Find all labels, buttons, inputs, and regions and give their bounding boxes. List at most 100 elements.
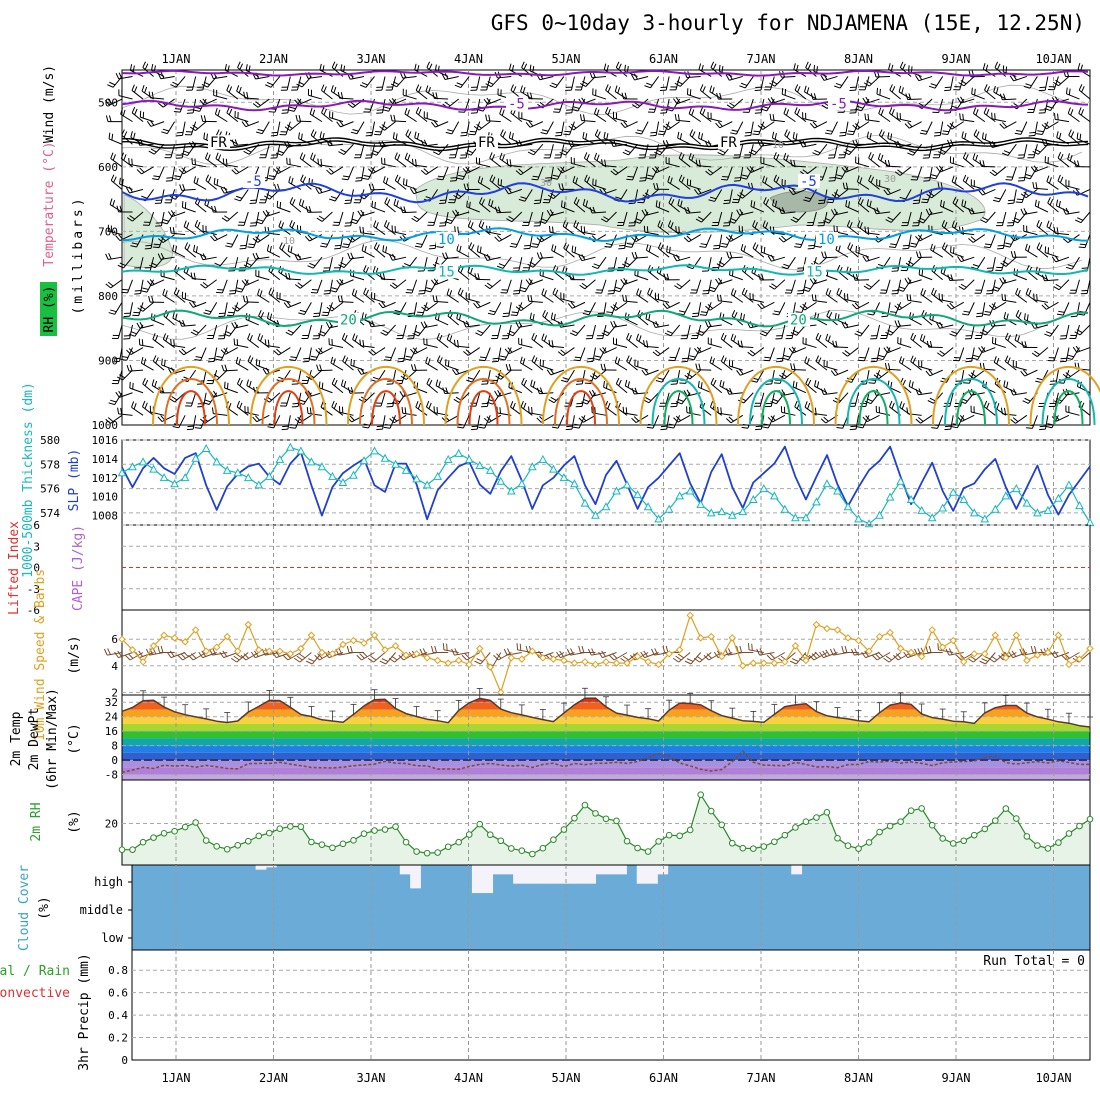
wind-barb-staff [993,361,1007,371]
wind-barb-flag [812,121,818,127]
wind-barb-flag [152,333,156,340]
wind-barb-staff [385,324,396,336]
wind-barb-flag [897,320,901,327]
wind-barb-flag [890,64,894,72]
wind-barb-flag [940,199,943,207]
wind-barb-flag [169,226,172,234]
low-level-contour [1041,378,1096,426]
wind-barb-staff [539,189,544,204]
wind-barb-staff [466,652,480,661]
wind-barb-flag [330,85,334,92]
wind-barb-flag [1024,176,1031,180]
wind-barb-flag [252,253,256,260]
wind-barb-flag [475,332,482,336]
wind-barb-staff [215,113,228,123]
wind-barb-staff [718,234,723,249]
pressure-axis-label: (millibars) [71,195,86,314]
wind-barb-flag [792,329,799,334]
wind-barb-flag [454,368,460,374]
wind-barb-flag [195,246,198,253]
wind-barb-flag [597,312,605,315]
wind-barb-flag [390,83,397,88]
wind-barb-staff [726,166,733,181]
wind-barb-staff [220,347,228,361]
wind-barb-flag [929,340,933,348]
wind-barb-flag [733,290,737,297]
wind-barb-flag [1036,294,1038,301]
wind-barb-staff [778,302,786,316]
wind-barb-flag [166,651,172,658]
wind-barb-flag [265,209,270,216]
wind-barb-flag [805,61,809,68]
wind-barb-flag [939,350,946,355]
wind-barb-flag [565,222,569,229]
wind-barb-flag [140,357,144,364]
wind-barb-flag [755,425,762,428]
wind-barb-flag [276,200,279,208]
wind-barb-flag [575,222,579,229]
wind-barb-flag [531,178,538,181]
wind-barb-flag [1029,131,1036,134]
wind-barb-flag [645,177,653,180]
wind-barb-staff [710,383,723,394]
wind-barb-staff [563,247,575,258]
wind-barb-flag [105,418,111,424]
wind-barb-flag [407,109,410,116]
wind-barb-flag [405,355,412,358]
wind-barb-flag [899,401,903,408]
wind-barb-flag [785,109,790,116]
wind-barb-staff [963,157,975,168]
wind-barb-flag [268,111,276,113]
wind-barb-flag [186,112,194,114]
wind-barb-flag [769,113,772,121]
wind-barb-flag [243,264,250,269]
wind-barb-flag [539,387,543,394]
wind-barb-flag [719,149,726,154]
wind-barb-flag [771,80,778,85]
wind-barb-flag [382,329,389,334]
wind-barb-staff [802,343,817,349]
wind-barb-staff [855,279,870,281]
thickness-point [570,479,579,488]
wind-barb-staff [215,158,228,168]
wind-barb-flag [119,177,121,185]
wind-barb-staff [628,143,638,156]
wind-barb-flag [692,312,699,315]
wind-barb-flag [479,356,487,359]
wind-barb-staff [468,247,481,258]
wind-barb-flag [794,84,799,91]
wind-barb-flag [557,167,563,174]
wind-barb-flag [225,330,232,335]
wind-barb-flag [765,222,769,229]
wind-barb-flag [378,302,384,309]
isotherm-label: -5 [245,174,262,190]
wind-barb-flag [411,217,418,223]
wind-barb-staff [588,302,596,315]
wind-barb-flag [755,428,762,431]
wind-barb-flag [560,200,563,207]
wind-barb-flag [1027,245,1031,252]
wind-barb-flag [613,320,617,327]
wind-barb-flag [452,210,457,217]
wind-barb-staff [546,121,554,135]
wind-barb-flag [319,63,322,71]
wind-barb-staff [951,301,964,310]
wind-barb-flag [420,321,425,328]
wind-barb-staff [1075,279,1080,294]
wind-barb-staff [510,406,523,416]
wind-barb-staff [1057,180,1070,190]
wind-barb-flag [157,72,162,79]
wind-barb-flag [702,108,706,116]
wind-barb-flag [244,278,250,285]
wind-barb-staff [605,89,617,100]
thickness-tick-label: 574 [40,507,60,520]
wind-barb-staff [899,301,912,311]
wind-barb-flag [449,180,457,182]
wind-barb-flag [285,331,292,336]
wind-barb-flag [311,289,319,291]
wind-barb-flag [365,289,369,296]
wind-barb-flag [666,330,673,334]
wind-barb-staff [1077,68,1091,77]
wind-barb-staff [750,205,765,213]
thickness-point [517,479,527,488]
